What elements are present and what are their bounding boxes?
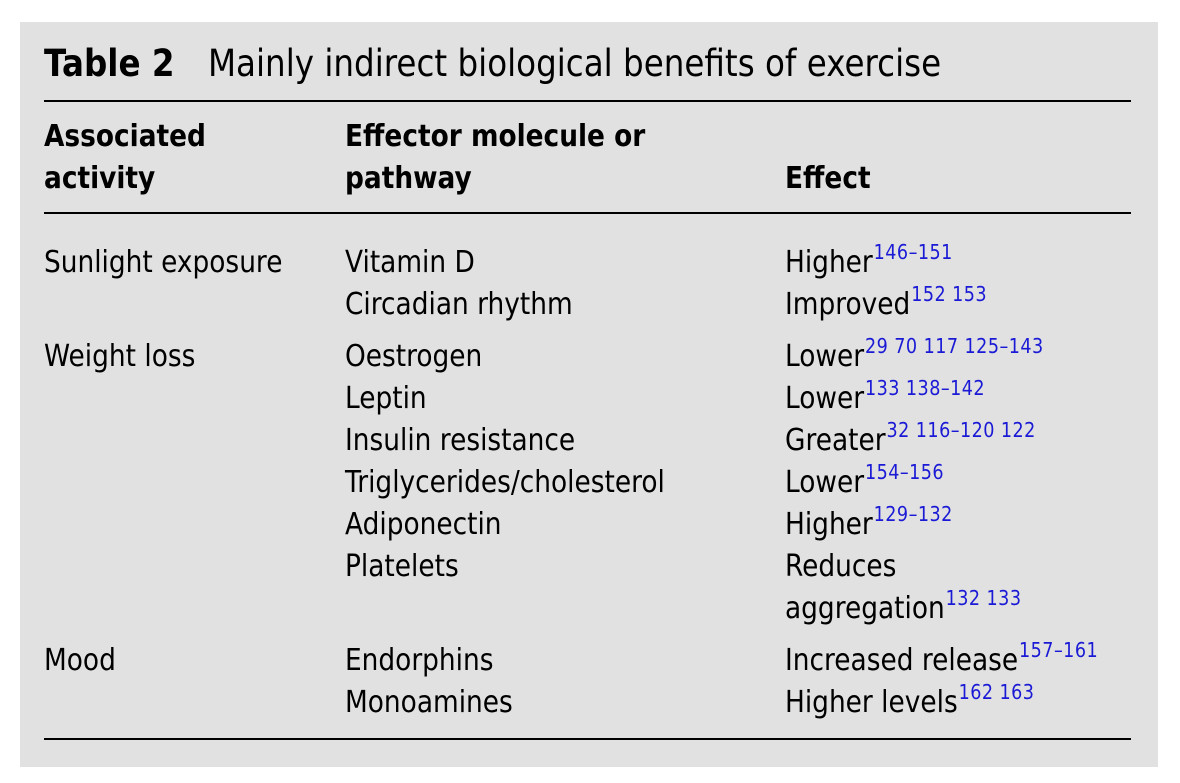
- table-title: Mainly indirect biological benefits of e…: [207, 42, 942, 85]
- reference-link[interactable]: 152 153: [911, 282, 988, 306]
- reference-link[interactable]: 157–161: [1019, 638, 1099, 662]
- effect-cell: Higher levels162 163: [785, 682, 1034, 724]
- effect-cell: Lower133 138–142: [785, 378, 985, 420]
- reference-link[interactable]: 154–156: [864, 460, 945, 484]
- effector-cell: Platelets: [345, 549, 459, 584]
- header-effect: Effect: [785, 161, 871, 196]
- effect-cell: Higher129–132: [785, 504, 953, 546]
- reference-link[interactable]: 132 133: [945, 586, 1022, 610]
- table-caption: Table 2 Mainly indirect biological benefi…: [44, 40, 941, 88]
- effector-cell: Insulin resistance: [345, 423, 576, 458]
- effect-text: Lower: [785, 339, 865, 374]
- effect-cell: Higher146–151: [785, 242, 953, 284]
- effect-cell: Lower154–156: [785, 462, 944, 504]
- effect-text: aggregation: [785, 591, 945, 626]
- effect-text: Higher: [785, 245, 873, 280]
- header-effector-line1: Effector molecule or: [345, 119, 646, 154]
- activity-sunlight-exposure: Sunlight exposure: [44, 245, 283, 280]
- top-rule: [44, 100, 1131, 102]
- effector-cell: Monoamines: [345, 685, 513, 720]
- activity-mood: Mood: [44, 643, 116, 678]
- reference-link[interactable]: 32 116–120 122: [886, 418, 1036, 442]
- header-rule: [44, 212, 1131, 214]
- effect-cell: Increased release157–161: [785, 640, 1098, 682]
- effector-cell: Leptin: [345, 381, 427, 416]
- table-panel: Table 2 Mainly indirect biological benefi…: [20, 22, 1158, 767]
- effector-cell: Triglycerides/cholesterol: [345, 465, 665, 500]
- effect-text: Increased release: [785, 643, 1019, 678]
- effector-cell: Adiponectin: [345, 507, 502, 542]
- effect-text: Lower: [785, 381, 865, 416]
- reference-link[interactable]: 29 70 117 125–143: [864, 334, 1044, 358]
- effect-text: Improved: [785, 287, 911, 322]
- effector-cell: Endorphins: [345, 643, 494, 678]
- reference-link[interactable]: 129–132: [873, 502, 953, 526]
- header-activity-line2: activity: [44, 161, 156, 196]
- reference-link[interactable]: 162 163: [958, 680, 1035, 704]
- effector-cell: Oestrogen: [345, 339, 483, 374]
- effect-text: Greater: [785, 423, 886, 458]
- effector-cell: Circadian rhythm: [345, 287, 573, 322]
- header-effector-line2: pathway: [345, 161, 472, 196]
- effector-cell: Vitamin D: [345, 245, 475, 280]
- effect-cell: Improved152 153: [785, 284, 987, 326]
- bottom-rule: [44, 738, 1131, 740]
- header-activity-line1: Associated: [44, 119, 206, 154]
- table-label: Table 2: [44, 42, 175, 85]
- effect-cell: Lower29 70 117 125–143: [785, 336, 1044, 378]
- effect-text: Higher: [785, 507, 873, 542]
- effect-cell-continued: aggregation132 133: [785, 588, 1021, 630]
- reference-link[interactable]: 133 138–142: [864, 376, 985, 400]
- effect-text: Lower: [785, 465, 865, 500]
- activity-weight-loss: Weight loss: [44, 339, 196, 374]
- effect-text: Higher levels: [785, 685, 958, 720]
- effect-cell: Greater32 116–120 122: [785, 420, 1036, 462]
- effect-cell: Reduces: [785, 549, 897, 584]
- reference-link[interactable]: 146–151: [873, 240, 953, 264]
